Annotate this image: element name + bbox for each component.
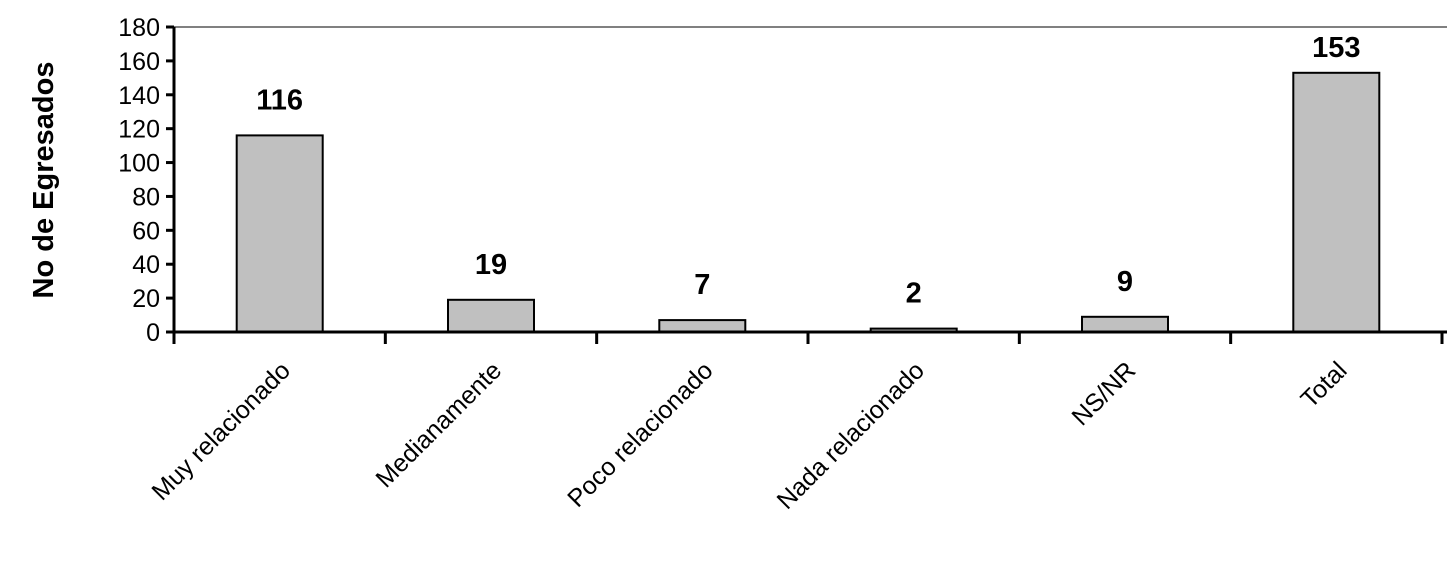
data-label-5: 153 [1312,32,1360,64]
y-tick-label-2: 40 [132,251,160,279]
bar-0 [235,134,324,333]
bar-2 [658,319,747,334]
y-tick-label-8: 160 [118,48,160,76]
y-tick-label-9: 180 [118,14,160,42]
y-tick-label-3: 60 [132,217,160,245]
y-tick-label-6: 120 [118,116,160,144]
data-label-3: 2 [906,278,922,310]
y-tick-label-0: 0 [146,319,160,347]
y-tick-label-4: 80 [132,183,160,211]
data-label-0: 116 [256,84,303,116]
plot-area: 0 20 40 60 80 100 120 140 160 180 Muy relacionado M… [118,14,1447,515]
data-label-4: 9 [1117,266,1133,298]
x-category-label-2: Poco relacionado [562,356,718,512]
y-tick-label-5: 100 [118,150,160,178]
y-tick-label-1: 20 [132,285,160,313]
bar-5 [1292,71,1381,334]
x-category-label-1: Medianamente [370,356,507,493]
x-category-label-0: Muy relacionado [146,356,296,506]
bar-4 [1081,315,1169,334]
y-axis-title: No de Egresados [28,62,60,299]
data-label-1: 19 [475,249,507,281]
data-label-2: 7 [694,269,710,301]
x-category-label-4: NS/NR [1066,356,1141,431]
bar-1 [447,298,535,333]
y-tick-label-7: 140 [118,82,160,110]
x-category-label-5: Total [1295,356,1352,413]
x-category-label-3: Nada relacionado [772,356,930,514]
